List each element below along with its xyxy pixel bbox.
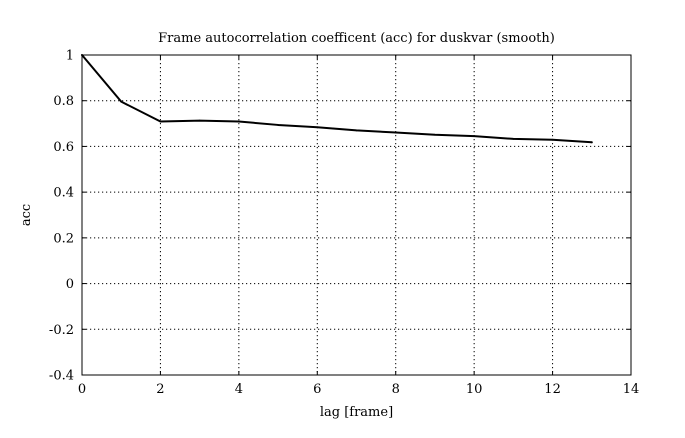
grid: [82, 55, 631, 375]
x-tick-label: 2: [156, 382, 164, 397]
chart-title: Frame autocorrelation coefficent (acc) f…: [158, 31, 555, 46]
x-tick-label: 12: [544, 382, 561, 397]
x-tick-label: 0: [78, 382, 86, 397]
plot-frame: [81, 54, 632, 376]
x-axis-label: lag [frame]: [320, 405, 393, 420]
data-point: [277, 124, 279, 126]
y-tick-label: 0.2: [53, 231, 74, 246]
y-tick-label: -0.2: [49, 323, 74, 338]
y-tick-label: 1: [66, 49, 74, 64]
data-point: [473, 135, 476, 138]
data-point: [355, 129, 358, 132]
x-tick-label: 10: [466, 382, 483, 397]
y-tick-label: 0.8: [53, 94, 74, 109]
data-point: [394, 131, 397, 134]
x-tick-label: 4: [235, 382, 243, 397]
data-point: [81, 54, 83, 56]
y-tick-label: -0.4: [49, 369, 74, 384]
data-point: [237, 120, 240, 123]
y-tick-label: 0.6: [53, 140, 74, 155]
data-point: [120, 100, 123, 103]
x-tick-label: 14: [623, 382, 640, 397]
data-point: [316, 126, 319, 129]
data-point: [512, 137, 515, 140]
data-point: [434, 133, 436, 136]
series-line: [81, 54, 593, 144]
x-tick-label: 6: [313, 382, 321, 397]
y-axis-label: acc: [19, 204, 34, 226]
data-point: [590, 141, 593, 144]
data-point: [198, 119, 201, 122]
y-tick-label: 0.4: [53, 186, 74, 201]
x-tick-label: 8: [392, 382, 400, 397]
series-group: [81, 54, 593, 144]
y-tick-label: 0: [66, 277, 74, 292]
data-point: [551, 138, 554, 141]
data-point: [159, 120, 162, 123]
ticks: 0 2 4 6 8 10 12 14 -0.4 -0.2 0 0.2 0.4 0.6 0.8 1: [49, 49, 639, 398]
